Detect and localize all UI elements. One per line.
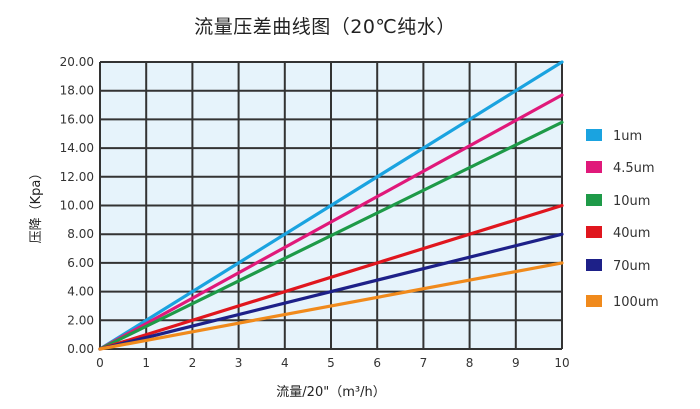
y-tick-label: 0.00 [67,342,94,356]
legend-label-40um: 40um [613,226,650,241]
y-tick-label: 14.00 [60,141,94,155]
legend-swatch-70um [586,259,602,271]
y-tick-label: 6.00 [67,256,94,270]
x-tick-label: 9 [512,356,520,370]
x-axis-label: 流量/20"（m³/h） [276,385,385,400]
y-tick-label: 4.00 [67,285,94,299]
series-line-4.5um [98,93,564,351]
y-tick-label: 20.00 [60,55,94,69]
x-tick-label: 8 [466,356,474,370]
chart-title: 流量压差曲线图（20℃纯水） [194,16,456,38]
legend-swatch-100um [586,295,602,307]
x-tick-label: 10 [554,356,569,370]
y-tick-label: 10.00 [60,199,94,213]
legend-label-10um: 10um [613,194,650,209]
x-tick-label: 5 [327,356,335,370]
series-line-70um [98,232,564,351]
legend-label-1um: 1um [613,129,642,144]
series-line-100um [98,261,564,351]
x-tick-label: 2 [189,356,197,370]
y-axis-label: 压降（Kpa） [29,167,44,244]
legend-swatch-4.5um [586,161,602,173]
y-tick-label: 12.00 [60,170,94,184]
legend-label-4.5um: 4.5um [613,161,655,176]
legend-swatch-40um [586,226,602,238]
series-line-10um [98,120,564,351]
legend-swatch-1um [586,129,602,141]
y-tick-label: 16.00 [60,112,94,126]
x-tick-label: 3 [235,356,243,370]
x-tick-label: 6 [373,356,381,370]
series-line-40um [98,203,564,351]
legend-swatch-10um [586,194,602,206]
y-tick-label: 2.00 [67,313,94,327]
legend-label-100um: 100um [613,295,659,310]
x-tick-label: 7 [420,356,428,370]
x-tick-label: 1 [142,356,150,370]
x-tick-label: 4 [281,356,289,370]
series-line-1um [98,60,564,351]
x-tick-label: 0 [96,356,104,370]
legend-label-70um: 70um [613,259,650,274]
y-tick-label: 18.00 [60,84,94,98]
y-tick-label: 8.00 [67,227,94,241]
